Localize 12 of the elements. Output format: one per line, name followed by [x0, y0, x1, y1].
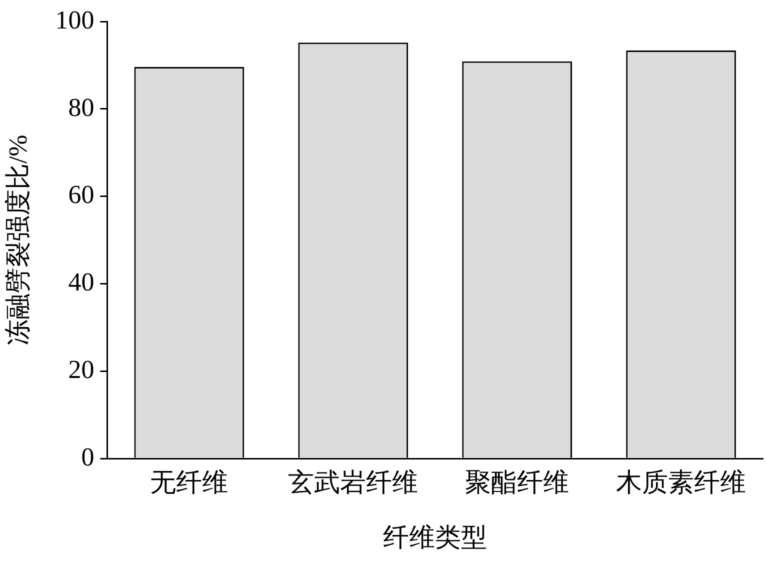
x-tick-label: 无纤维 [150, 468, 228, 498]
y-tick-label: 60 [68, 180, 94, 210]
x-tick-label: 玄武岩纤维 [288, 468, 418, 498]
y-tick-label: 100 [55, 5, 94, 34]
y-axis-title: 冻融劈裂强度比/% [3, 134, 32, 346]
y-tick-label: 80 [68, 92, 94, 122]
x-axis-title: 纤维类型 [383, 523, 488, 552]
y-tick-label: 0 [81, 442, 94, 472]
x-tick-label: 聚酯纤维 [465, 468, 570, 498]
y-tick-label: 20 [68, 355, 94, 384]
x-tick-label: 木质素纤维 [616, 468, 746, 498]
y-tick-label: 40 [68, 268, 94, 297]
